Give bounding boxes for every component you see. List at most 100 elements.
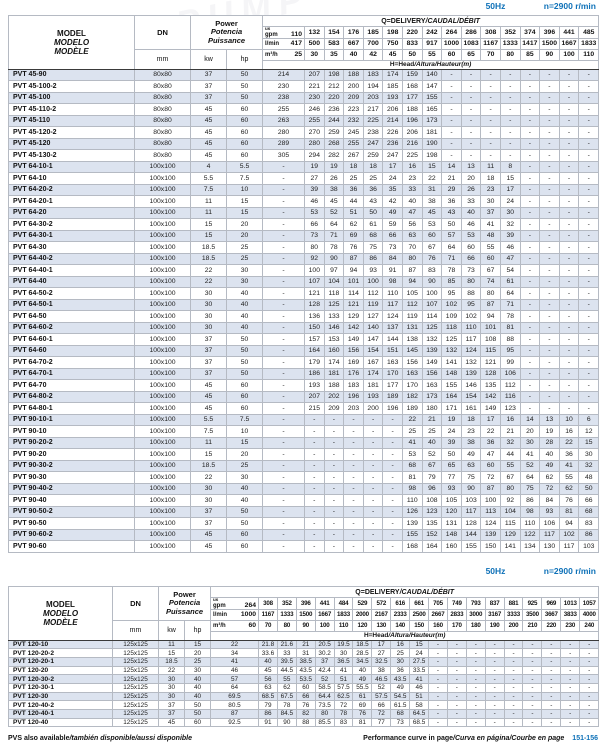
head-value-cell: 40	[421, 436, 443, 449]
head-value-cell: -	[499, 114, 521, 127]
head-value-cell: 72	[371, 709, 392, 719]
head-value-cell: 217	[362, 103, 384, 116]
head-value-cell: 100	[304, 264, 325, 277]
head-value-cell: 28.5	[352, 648, 373, 658]
dn-cell: 80x80	[134, 137, 191, 150]
head-value-cell: 70	[401, 241, 423, 254]
model-cell: PVT 90-50-2	[8, 505, 135, 518]
head-value-cell: 78	[333, 709, 354, 719]
hp-cell: 25	[225, 252, 264, 265]
head-value-cell: -	[578, 390, 600, 403]
head-value-cell: -	[343, 425, 364, 438]
flow-value-cell: 130	[371, 619, 392, 632]
head-value-cell: 173	[421, 390, 443, 403]
flow-value-cell: 190	[484, 619, 505, 632]
head-value-cell: -	[579, 717, 600, 728]
head-value-cell: 26	[323, 172, 345, 185]
table-row: PVT 64-40-1 100x100 22 30-100 97 94 93 91 87 83 78…	[8, 264, 600, 277]
head-value-cell: 62.5	[333, 691, 354, 702]
head-value-cell: -	[558, 390, 580, 403]
model-cell: PVT 64-70-1	[8, 367, 135, 380]
head-value-cell: 164	[441, 390, 462, 403]
flow-value-cell: 170	[446, 619, 467, 632]
head-value-cell: 86	[258, 709, 278, 719]
dn-cell: 80x80	[134, 68, 191, 81]
hp-cell: 40	[225, 321, 264, 334]
head-value-cell: 125	[441, 333, 462, 346]
table-row: PVT 45-100-2 80x80 37 50 230 221 212 200 194 185 1…	[8, 80, 600, 93]
table-row: PVT 64-30-1 100x100 15 20-73 71 69 68 66 63 60 57 5…	[8, 229, 600, 242]
head-value-cell: 21	[295, 639, 316, 650]
head-value-cell: 163	[401, 367, 423, 380]
head-value-cell: 24	[499, 195, 521, 208]
flow-value-cell: 749	[446, 597, 467, 610]
hp-cell: 50	[183, 709, 212, 719]
head-value-cell: 132	[421, 333, 443, 346]
head-value-cell: 73	[390, 717, 411, 728]
head-label-translations: /Altura/Hauteur	[414, 61, 462, 68]
head-value-cell: -	[499, 126, 521, 139]
head-value-cell: -	[579, 682, 600, 693]
head-value-cell: -	[522, 682, 543, 693]
head-value-cell: 216	[401, 137, 423, 150]
head-value-cell: -	[578, 114, 600, 127]
flow-value-cell: 500	[304, 37, 325, 50]
head-value-cell: 64	[441, 241, 462, 254]
head-value-cell: 88	[295, 717, 316, 728]
head-value-cell: 32	[499, 436, 521, 449]
head-value-cell: -	[541, 639, 562, 650]
head-value-cell: 66	[382, 229, 403, 242]
head-value-cell: -	[323, 517, 345, 530]
flow-first-value: 264	[244, 601, 257, 609]
head-value-cell: -	[480, 114, 501, 127]
head-value-cell: -	[519, 379, 541, 392]
kw-cell: 30	[190, 298, 227, 311]
hp-cell: 50	[225, 517, 264, 530]
head-value-cell: 163	[382, 356, 403, 369]
head-value-cell: 138	[401, 333, 423, 346]
head-value-cell: 117	[460, 505, 482, 518]
head-value-cell: 15	[578, 436, 600, 449]
speed-label: n=2900 r/min	[543, 1, 596, 11]
head-value-cell: 41	[519, 448, 541, 461]
head-value-cell: -	[441, 126, 462, 139]
head-value-cell: 88	[499, 333, 521, 346]
head-value-cell: -	[519, 356, 541, 369]
head-value-cell: -	[503, 700, 524, 710]
head-value-cell: -	[465, 700, 486, 710]
head-value-cell: 30.2	[314, 648, 335, 658]
page-footer: PVS also available/también disponible/au…	[8, 735, 598, 742]
model-cell: PVT 120-40	[8, 717, 113, 728]
head-value-cell: 132	[441, 344, 462, 357]
head-value-cell: 11	[480, 160, 501, 173]
head-value-cell: -	[519, 287, 541, 300]
flow-value-cell: 2833	[446, 608, 467, 621]
head-value-cell: 289	[262, 137, 306, 150]
head-value-cell: -	[539, 298, 560, 311]
head-value-cell: -	[539, 356, 560, 369]
head-value-cell: 46	[499, 241, 521, 254]
head-value-cell: -	[578, 298, 600, 311]
head-value-cell: 149	[421, 356, 443, 369]
head-value-cell: 57.5	[333, 682, 354, 693]
head-value-cell: -	[503, 682, 524, 693]
head-value-cell: -	[382, 459, 403, 472]
head-value-cell: -	[539, 379, 560, 392]
head-value-cell: -	[558, 80, 580, 93]
hp-cell: 60	[225, 114, 264, 127]
head-value-cell: -	[446, 656, 467, 667]
head-value-cell: -	[262, 459, 306, 472]
head-value-cell: 30	[333, 648, 354, 658]
hp-cell: 30	[225, 471, 264, 484]
model-cell: PVT 64-70-2	[8, 356, 135, 369]
head-value-cell: -	[560, 639, 581, 650]
head-value-cell: 136	[304, 310, 325, 323]
model-cell: PVT 120-30-2	[8, 674, 113, 684]
head-value-cell: 41	[558, 459, 580, 472]
head-value-cell: 36	[390, 665, 411, 676]
head-value-cell: 153	[323, 333, 345, 346]
head-value-cell: 21.6	[276, 639, 297, 650]
head-value-cell: 188	[343, 68, 364, 81]
flow-value-cell: 3333	[503, 608, 524, 621]
head-row-header: H=Head/Altura/Hauteur(m)	[210, 630, 600, 641]
